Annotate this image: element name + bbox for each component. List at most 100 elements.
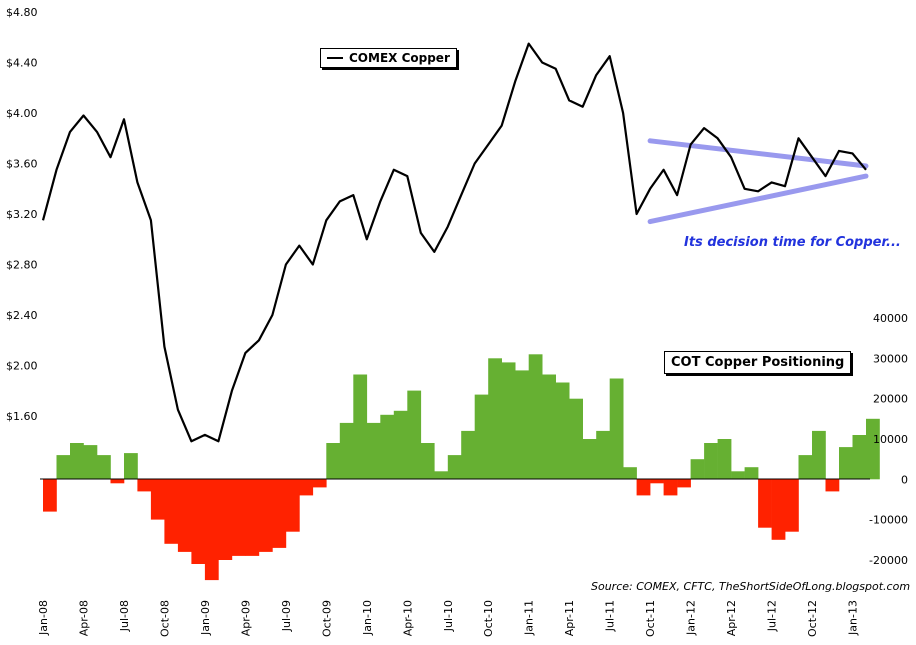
cot-bar [866, 418, 880, 480]
price-legend: COMEX Copper [320, 48, 457, 68]
cot-bar [83, 445, 98, 480]
x-tick-label: Jul-10 [442, 600, 455, 632]
right-tick-label: 0 [901, 473, 908, 486]
cot-bar [636, 479, 651, 496]
cot-bar [474, 394, 489, 480]
x-tick-label: Apr-11 [563, 600, 576, 636]
x-tick-label: Jul-12 [766, 600, 779, 632]
right-tick-label: 30000 [873, 352, 908, 365]
cot-bar [231, 479, 246, 556]
cot-bar [771, 479, 786, 540]
cot-bar [380, 414, 395, 480]
cot-bar [569, 398, 583, 480]
cot-bar [812, 430, 826, 480]
x-tick-label: Apr-09 [239, 600, 252, 636]
right-tick-label: -10000 [869, 514, 908, 527]
left-tick-label: $3.20 [6, 208, 38, 221]
cot-bar [177, 479, 192, 552]
x-tick-label: Jul-11 [604, 600, 617, 632]
cot-bar [299, 479, 314, 496]
cot-legend-label: COT Copper Positioning [671, 355, 845, 370]
cot-bar [704, 443, 718, 480]
cot-bar [339, 422, 354, 480]
x-tick-label: Oct-10 [482, 600, 495, 637]
cot-bar [124, 453, 138, 480]
x-tick-label: Apr-10 [401, 600, 414, 636]
cot-bar [744, 467, 759, 480]
cot-bar [420, 443, 435, 480]
cot-bar [110, 479, 125, 484]
cot-bar [717, 439, 732, 480]
cot-bar [258, 479, 273, 552]
right-tick-label: 20000 [873, 393, 908, 406]
cot-bar [137, 479, 152, 492]
left-axis-ticks: $1.60 $2.00 $2.40 $2.80 $3.20 $3.60 $4.00 $4.40… [6, 6, 38, 423]
x-tick-label: Jan-13 [847, 600, 860, 636]
price-legend-label: COMEX Copper [349, 51, 450, 65]
cot-bar [852, 435, 867, 480]
left-tick-label: $3.60 [6, 158, 38, 171]
source-text: Source: COMEX, CFTC, TheShortSideOfLong.… [591, 580, 911, 593]
x-tick-label: Jan-11 [523, 600, 536, 636]
x-tick-label: Jan-12 [685, 600, 698, 636]
x-tick-label: Oct-12 [806, 600, 819, 637]
x-tick-label: Apr-08 [78, 600, 91, 636]
trendline [647, 173, 869, 225]
cot-bar [285, 479, 300, 532]
cot-bar [542, 374, 556, 480]
cot-legend: COT Copper Positioning [664, 351, 852, 374]
cot-bar [515, 370, 529, 480]
cot-bar [825, 479, 840, 492]
left-tick-label: $2.80 [6, 259, 38, 272]
annotation-text: Its decision time for Copper... [684, 235, 901, 250]
cot-bar [663, 479, 678, 496]
cot-bar [393, 410, 408, 480]
left-tick-label: $4.40 [6, 57, 38, 70]
cot-bar [596, 430, 610, 480]
cot-bar [798, 455, 813, 480]
x-tick-label: Oct-11 [644, 600, 657, 637]
cot-bar [150, 479, 165, 520]
right-tick-label: 40000 [873, 312, 908, 325]
cot-bar [785, 479, 799, 532]
right-tick-label: 10000 [873, 433, 908, 446]
cot-bar [555, 382, 570, 480]
x-tick-label: Jul-09 [280, 600, 293, 632]
cot-bars [43, 354, 880, 581]
cot-bar [191, 479, 206, 564]
legend-line-swatch [327, 57, 343, 59]
cot-bar [70, 443, 84, 480]
cot-bar [528, 354, 543, 480]
cot-bar [447, 455, 462, 480]
left-tick-label: $4.00 [6, 107, 38, 120]
cot-bar [650, 479, 664, 484]
cot-bar [501, 362, 516, 480]
x-axis-ticks: Jan-08 Apr-08 Jul-08 Oct-08 Jan-09 Apr-09 Jul-… [37, 600, 860, 637]
cot-bar [218, 479, 233, 560]
left-tick-label: $2.40 [6, 309, 38, 322]
cot-bar [43, 479, 57, 512]
right-axis-ticks: -20000 -10000 0 10000 20000 30000 40000 [869, 312, 908, 567]
cot-bar [623, 467, 637, 480]
x-tick-label: Jan-08 [37, 600, 50, 636]
cot-bar [245, 479, 260, 556]
right-tick-label: -20000 [869, 554, 908, 567]
cot-bar [353, 374, 368, 480]
cot-bar [690, 459, 705, 480]
cot-bar [366, 422, 381, 480]
x-tick-label: Apr-12 [725, 600, 738, 636]
cot-bar [164, 479, 179, 544]
cot-bar [609, 378, 624, 480]
cot-bar [407, 390, 422, 480]
trendlines [647, 138, 869, 225]
trendline [647, 138, 869, 169]
x-tick-label: Jan-09 [199, 600, 212, 636]
left-tick-label: $1.60 [6, 410, 38, 423]
cot-bar [326, 443, 341, 480]
x-tick-label: Jul-08 [118, 600, 131, 632]
cot-bar [272, 479, 287, 548]
cot-bar [758, 479, 772, 528]
cot-bar [488, 358, 502, 480]
x-tick-label: Oct-08 [158, 600, 171, 637]
